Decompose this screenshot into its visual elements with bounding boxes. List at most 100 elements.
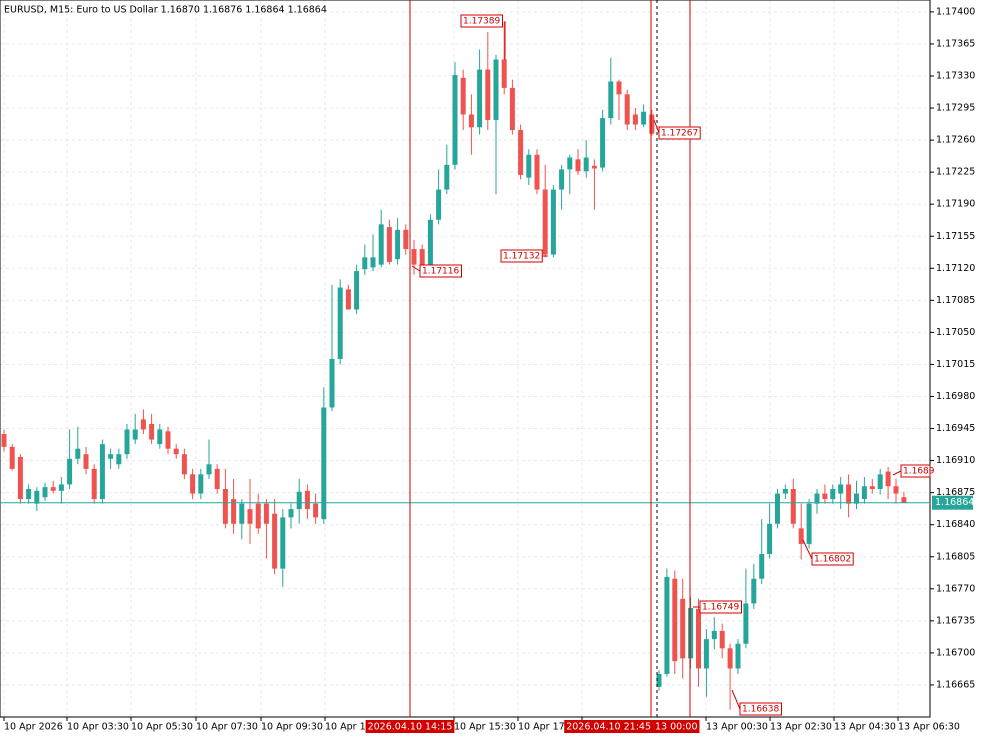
price-tag-connector [802,539,813,560]
candle-body [1,434,7,447]
candle-body [518,130,524,175]
price-tag-label: 1.16802 [814,555,851,565]
candle-body [378,224,384,265]
candle-body [362,257,368,270]
candle-body [624,94,630,125]
x-tick-label: 10 Apr 15:30 [454,722,516,733]
candle-body [427,219,433,268]
candle-body [108,454,114,459]
candle-body [767,523,773,555]
candle-body [854,493,859,504]
candle-body [664,576,670,674]
candle-body [26,488,32,500]
candle-body [272,513,278,569]
y-tick-label: 1.17120 [936,263,975,274]
time-marker-label: 13 00:00 [655,722,698,733]
candle-body [239,503,245,524]
candle-body [608,81,614,119]
y-tick-label: 1.16910 [936,455,975,466]
candle-body [822,493,828,500]
candle-body [370,257,376,268]
candle-body [711,630,717,640]
candle-body [806,503,812,544]
time-marker-label: 2026.04.10 21:45 [566,722,651,733]
y-tick-label: 1.17190 [936,199,975,210]
candle-body [468,114,474,128]
candle-body [83,454,89,469]
x-tick-label: 13 Apr 06:30 [898,722,960,733]
time-marker-tag [365,720,455,733]
y-tick-label: 1.17330 [936,71,975,82]
x-tick-label: 13 Apr 00:30 [706,722,768,733]
candle-body [67,458,73,485]
candle-body [75,448,81,459]
y-tick-label: 1.17155 [936,231,975,242]
candle-body [419,249,425,268]
candle-body [632,114,638,125]
y-tick-label: 1.16980 [936,391,975,402]
plot-frame [0,0,931,718]
x-tick-label: 13 Apr 02:30 [770,722,832,733]
current-price-label: 1.16864 [935,497,974,508]
y-tick-label: 1.17050 [936,327,975,338]
candle-body [575,159,581,172]
candle-body [58,484,64,491]
candle-body [830,488,836,500]
candle-body [656,673,662,687]
grid [0,0,930,717]
candle-body [869,486,875,489]
price-tag-box [419,264,462,278]
x-tick-label: 10 Apr 11:30 [325,722,387,733]
candle-body [559,169,565,190]
candle-body [550,189,556,255]
candle-body [460,77,466,115]
candle-body [304,490,310,510]
y-tick-label: 1.16875 [936,487,975,498]
candle-body [727,648,733,669]
candle-body [526,154,532,178]
candle-body [641,111,647,125]
y-tick-label: 1.17015 [936,359,975,370]
candle-body [34,490,40,504]
candle-body [798,528,804,544]
y-tick-label: 1.16735 [936,615,975,626]
price-tag-box [460,14,503,28]
y-tick-label: 1.16805 [936,551,975,562]
candle-body [509,87,515,131]
candle-body [91,468,97,500]
x-tick-label: 10 Apr 03:30 [67,722,129,733]
candle-body [132,429,138,440]
chart-title: EURUSD, M15: Euro to US Dollar 1.16870 1… [4,5,327,16]
candle-body [345,289,351,310]
candle-body [814,493,820,504]
x-tick-label: 10 Apr 17:30 [518,722,580,733]
y-tick-label: 1.16665 [936,679,975,690]
price-tag-connector [892,470,902,476]
candle-body [411,249,417,265]
candle-body [877,474,883,489]
time-marker-label: 2026.04.10 14:15 [368,722,453,733]
price-tag-box [811,552,854,566]
candle-body [157,429,163,445]
price-tag-label: 1.16749 [702,603,739,613]
candle-body [583,157,589,172]
price-tag-label: 1.17132 [503,252,540,262]
candle-body [534,154,540,190]
price-tag-label: 1.17389 [463,17,500,27]
candle-body [485,69,491,120]
candle-body [782,488,788,494]
candle-body [190,474,196,494]
candle-body [403,229,409,250]
candle-body [50,487,56,491]
candle-body [703,639,709,669]
x-tick-label: 10 Apr 05:30 [131,722,193,733]
candle-body [861,486,867,500]
y-tick-label: 1.16700 [936,647,975,658]
candle-body [493,59,499,120]
candle-body [280,517,286,569]
candle-body [288,509,294,518]
candle-body [452,75,458,165]
candle-body [719,630,725,649]
price-tag-label: 1.17116 [422,267,459,277]
price-tag-connector [653,119,660,134]
